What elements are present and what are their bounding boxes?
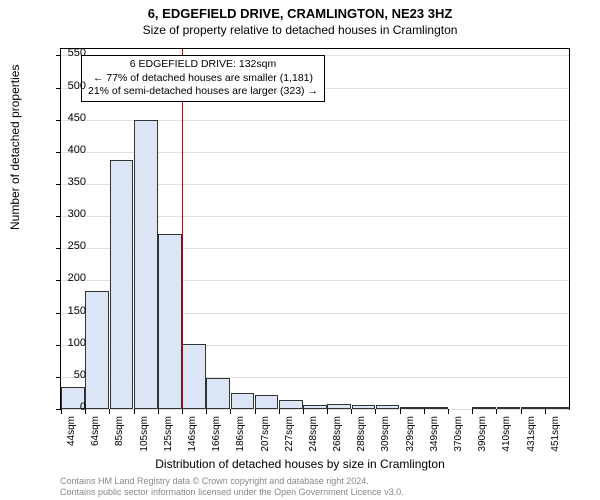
histogram-bar [231,393,255,409]
xtick-mark [496,409,497,414]
xtick-mark [424,409,425,414]
histogram-bar [85,291,109,409]
ytick-label: 350 [56,176,86,188]
ytick-label: 400 [56,144,86,156]
xtick-label: 349sqm [429,416,440,458]
ytick-label: 250 [56,240,86,252]
histogram-bar [110,160,134,409]
info-line2: ← 77% of detached houses are smaller (1,… [88,72,318,86]
xtick-mark [255,409,256,414]
histogram-bar [424,407,448,409]
histogram-bar [255,395,279,409]
histogram-bar [303,405,327,410]
xtick-mark [206,409,207,414]
ytick-label: 100 [56,337,86,349]
xtick-label: 64sqm [90,416,101,458]
xtick-mark [230,409,231,414]
ytick-label: 50 [56,369,86,381]
xtick-mark [400,409,401,414]
ytick-label: 200 [56,272,86,284]
xtick-mark [327,409,328,414]
xtick-mark [303,409,304,414]
xtick-label: 329sqm [405,416,416,458]
xtick-label: 227sqm [284,416,295,458]
ytick-label: 550 [56,47,86,59]
histogram-bar [134,120,158,409]
histogram-bar [400,407,424,409]
histogram-bar [376,405,400,410]
xtick-mark [109,409,110,414]
xtick-mark [158,409,159,414]
chart-plot-area: 6 EDGEFIELD DRIVE: 132sqm← 77% of detach… [60,48,570,410]
histogram-bar [182,344,206,409]
ytick-label: 500 [56,80,86,92]
xtick-label: 166sqm [211,416,222,458]
reference-line [182,49,183,409]
xtick-label: 85sqm [114,416,125,458]
histogram-bar [158,234,182,409]
ytick-label: 450 [56,112,86,124]
xtick-label: 44sqm [66,416,77,458]
xtick-label: 125sqm [163,416,174,458]
info-box: 6 EDGEFIELD DRIVE: 132sqm← 77% of detach… [81,55,325,102]
xtick-label: 410sqm [501,416,512,458]
chart-subtitle: Size of property relative to detached ho… [0,21,600,37]
x-axis-label: Distribution of detached houses by size … [0,457,600,471]
xtick-mark [351,409,352,414]
xtick-mark [521,409,522,414]
histogram-bar [521,407,545,409]
xtick-label: 105sqm [139,416,150,458]
ytick-label: 300 [56,208,86,220]
xtick-mark [545,409,546,414]
histogram-bar [497,407,521,409]
xtick-label: 451sqm [550,416,561,458]
chart-title: 6, EDGEFIELD DRIVE, CRAMLINGTON, NE23 3H… [0,0,600,21]
ytick-label: 150 [56,305,86,317]
histogram-bar [327,404,351,409]
gridline [61,409,569,410]
xtick-label: 370sqm [453,416,464,458]
xtick-label: 186sqm [235,416,246,458]
xtick-label: 207sqm [260,416,271,458]
xtick-mark [375,409,376,414]
xtick-label: 288sqm [356,416,367,458]
xtick-label: 431sqm [526,416,537,458]
xtick-label: 390sqm [477,416,488,458]
y-axis-label: Number of detached properties [8,65,22,230]
footer-line1: Contains HM Land Registry data © Crown c… [60,476,404,487]
histogram-bar [206,378,230,409]
info-line3: 21% of semi-detached houses are larger (… [88,85,318,99]
xtick-mark [448,409,449,414]
ytick-label: 0 [56,401,86,413]
xtick-mark [472,409,473,414]
histogram-bar [472,407,496,409]
histogram-bar [279,400,303,409]
xtick-label: 268sqm [332,416,343,458]
xtick-label: 146sqm [187,416,198,458]
xtick-mark [134,409,135,414]
xtick-label: 248sqm [308,416,319,458]
xtick-mark [182,409,183,414]
footer-line2: Contains public sector information licen… [60,487,404,498]
footer-attribution: Contains HM Land Registry data © Crown c… [60,476,404,498]
histogram-bar [545,407,569,409]
histogram-bar [352,405,376,410]
info-line1: 6 EDGEFIELD DRIVE: 132sqm [88,58,318,72]
xtick-mark [279,409,280,414]
xtick-label: 309sqm [380,416,391,458]
